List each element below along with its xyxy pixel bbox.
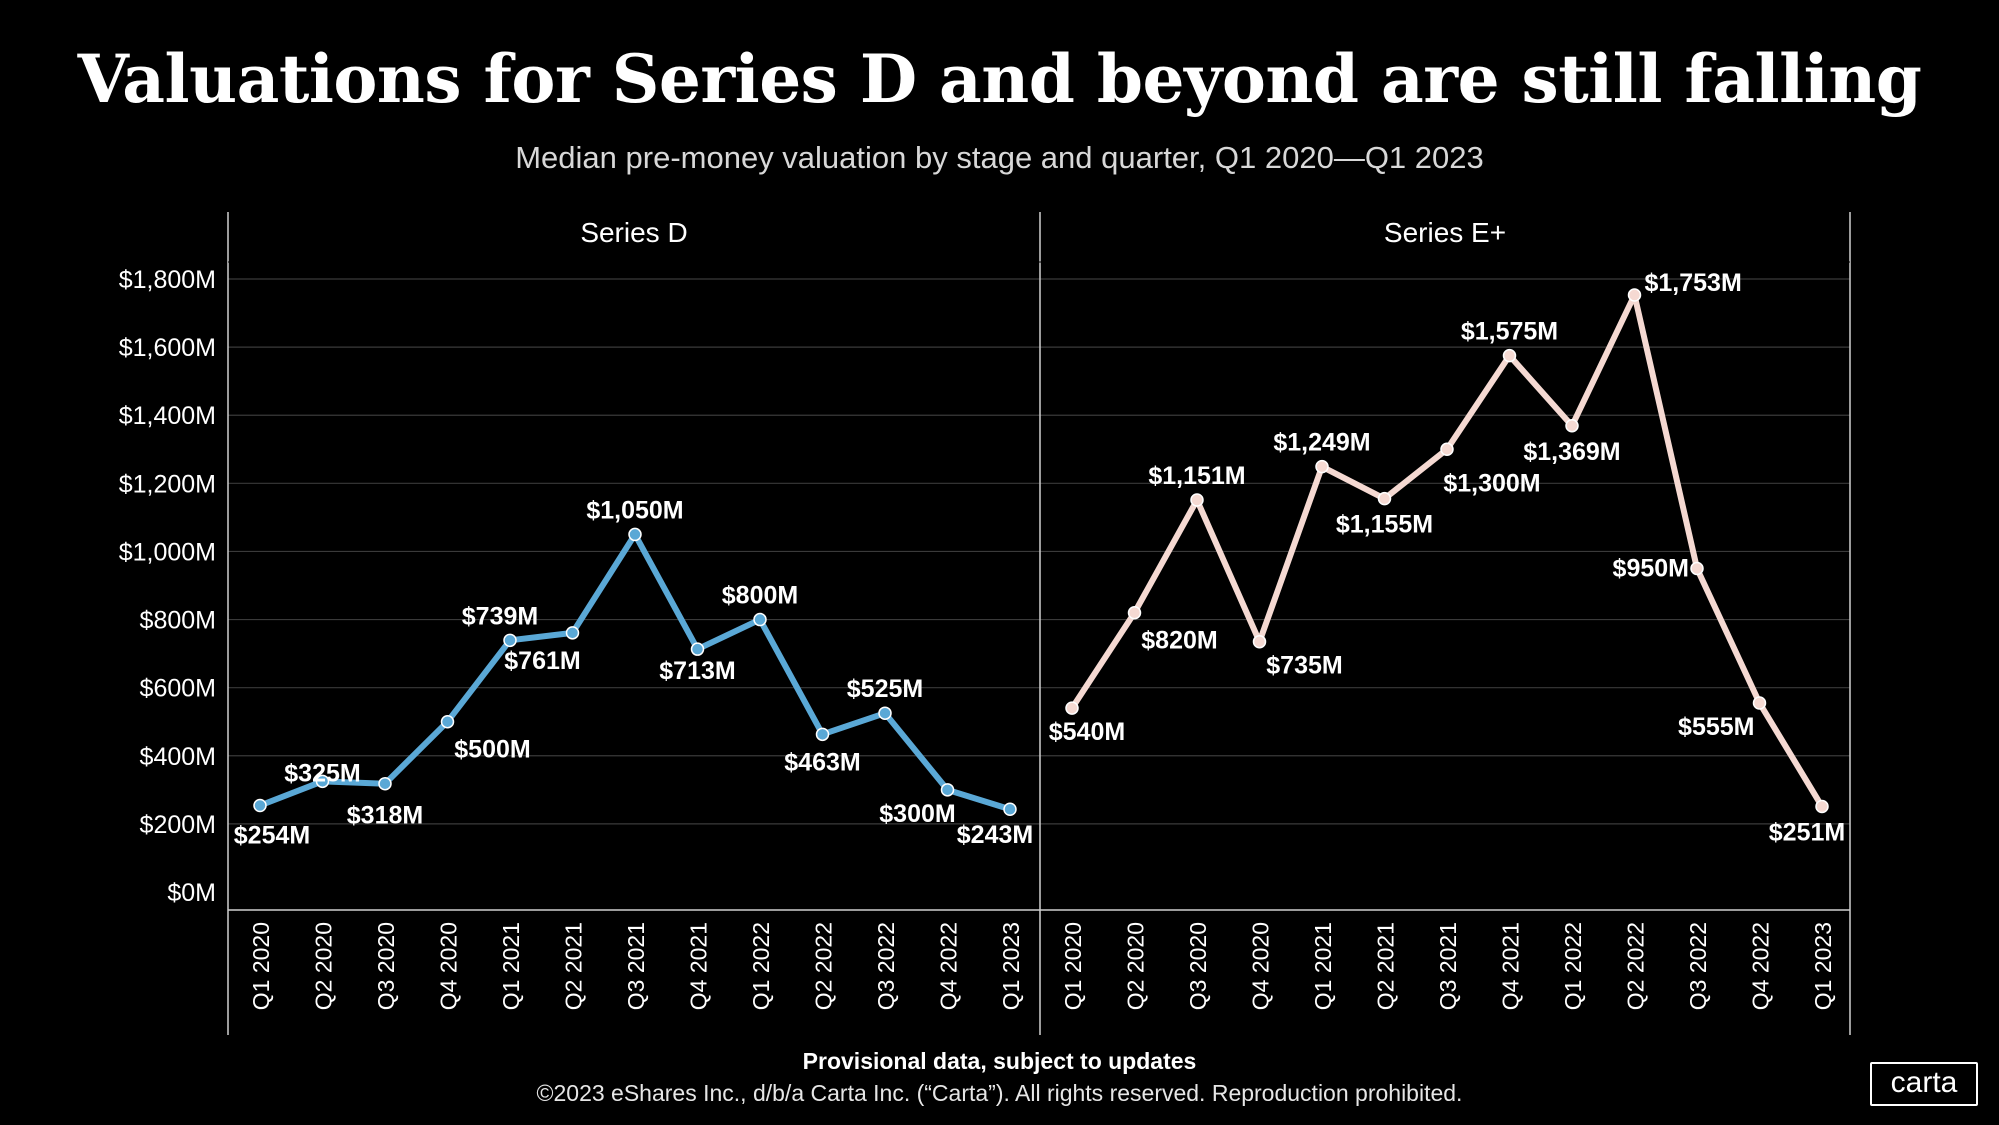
x-tick-label: Q2 2021 (1373, 922, 1399, 1010)
series-e-point (1252, 634, 1267, 649)
series-e-data-label: $735M (1266, 652, 1342, 680)
series-d-data-label: $1,050M (586, 496, 683, 524)
series-d-point (378, 776, 392, 791)
y-tick-label: $0M (167, 879, 216, 907)
x-tick-label: Q2 2020 (311, 922, 337, 1010)
series-e-data-label: $1,249M (1273, 429, 1370, 457)
x-tick-label: Q1 2020 (1060, 922, 1086, 1010)
series-d-data-label: $739M (462, 602, 538, 630)
series-d-data-label: $254M (234, 821, 310, 849)
x-tick-label: Q2 2021 (561, 922, 587, 1010)
series-e-point (1627, 288, 1642, 302)
x-tick-label: Q4 2021 (1498, 922, 1524, 1010)
x-tick-label: Q4 2021 (686, 922, 712, 1010)
x-tick-label: Q4 2020 (436, 922, 462, 1010)
series-d-data-label: $500M (454, 736, 530, 764)
series-e-point (1440, 442, 1454, 457)
series-e-data-label: $1,155M (1336, 511, 1433, 539)
x-tick-label: Q3 2022 (873, 922, 899, 1010)
x-tick-label: Q1 2021 (498, 922, 524, 1010)
x-tick-label: Q1 2023 (1810, 922, 1836, 1010)
x-tick-label: Q1 2022 (748, 922, 774, 1010)
x-tick-label: Q1 2022 (1560, 922, 1586, 1010)
series-e-data-label: $1,753M (1645, 269, 1742, 297)
series-d-point (1003, 802, 1017, 816)
series-e-point (1690, 561, 1704, 576)
series-d-point (628, 527, 642, 542)
x-tick-label: Q3 2020 (373, 922, 399, 1010)
series-d-data-label: $318M (347, 802, 423, 830)
series-d-data-label: $463M (784, 748, 860, 776)
series-e-data-label: $820M (1141, 627, 1217, 655)
series-e-point (1065, 701, 1079, 715)
series-d-point (940, 783, 955, 797)
series-e-point (1502, 348, 1517, 363)
series-d-point (815, 727, 830, 742)
series-e-data-label: $555M (1678, 713, 1754, 741)
series-e-point (1377, 491, 1392, 506)
x-tick-label: Q2 2022 (1623, 922, 1649, 1010)
y-tick-label: $200M (140, 811, 216, 839)
x-tick-label: Q3 2020 (1185, 922, 1211, 1010)
x-tick-label: Q1 2021 (1310, 922, 1336, 1010)
copyright-notice: ©2023 eShares Inc., d/b/a Carta Inc. (“C… (536, 1080, 1463, 1106)
chart-subtitle: Median pre-money valuation by stage and … (515, 140, 1484, 175)
x-tick-label: Q2 2020 (1123, 922, 1149, 1010)
series-e-data-label: $950M (1613, 554, 1689, 582)
x-tick-label: Q2 2022 (811, 922, 837, 1010)
series-e-point (1815, 799, 1829, 814)
series-d-point (878, 706, 892, 720)
series-d-point (315, 774, 330, 789)
series-d-point (440, 714, 455, 729)
x-tick-label: Q3 2021 (623, 922, 649, 1010)
series-e-point (1127, 605, 1142, 620)
x-tick-label: Q1 2020 (248, 922, 274, 1010)
series-d-panel-title: Series D (580, 217, 687, 248)
x-tick-label: Q4 2022 (936, 922, 962, 1010)
x-tick-label: Q3 2021 (1435, 922, 1461, 1010)
series-d-point (253, 798, 267, 813)
series-e-data-label: $251M (1769, 819, 1845, 847)
series-e-point (1315, 459, 1329, 474)
series-d-data-label: $713M (659, 657, 735, 685)
y-tick-label: $1,200M (119, 470, 216, 498)
y-tick-label: $800M (140, 607, 216, 635)
series-d-point (565, 626, 580, 640)
y-tick-label: $600M (140, 675, 216, 703)
y-tick-label: $1,400M (119, 402, 216, 430)
y-tick-label: $1,800M (119, 266, 216, 294)
series-e-point (1565, 419, 1579, 433)
series-d-data-label: $300M (879, 800, 955, 828)
y-tick-label: $400M (140, 743, 216, 771)
series-d-data-label: $325M (284, 759, 360, 787)
x-tick-label: Q4 2022 (1748, 922, 1774, 1010)
series-d-data-label: $525M (847, 675, 923, 703)
series-e-data-label: $1,151M (1148, 462, 1245, 490)
series-e-data-label: $540M (1049, 718, 1125, 746)
series-d-point (503, 633, 517, 648)
series-d-point (753, 612, 767, 627)
x-tick-label: Q4 2020 (1248, 922, 1274, 1010)
series-e-data-label: $1,300M (1443, 469, 1540, 497)
x-tick-label: Q1 2023 (998, 922, 1024, 1010)
series-e-data-label: $1,575M (1461, 318, 1558, 346)
series-e-point (1752, 696, 1767, 710)
y-tick-label: $1,000M (119, 538, 216, 566)
provisional-note: Provisional data, subject to updates (802, 1048, 1197, 1074)
line-chart: $0M $200M $400M $600M $800M $1,000M $1,200M $1,… (119, 212, 1851, 1035)
series-e-panel-title: Series E+ (1384, 217, 1506, 248)
series-d-point (690, 642, 705, 656)
series-d-data-label: $761M (504, 647, 580, 675)
series-e-data-label: $1,369M (1523, 438, 1620, 466)
series-d-data-label: $800M (722, 582, 798, 610)
series-d-line (257, 531, 1013, 813)
series-d-data-label: $243M (957, 821, 1033, 849)
carta-logo: carta (1870, 1062, 1978, 1106)
y-tick-label: $1,600M (119, 334, 216, 362)
page-title: Valuations for Series D and beyond are s… (77, 40, 1922, 118)
x-tick-label: Q3 2022 (1685, 922, 1711, 1010)
series-e-point (1190, 493, 1204, 507)
